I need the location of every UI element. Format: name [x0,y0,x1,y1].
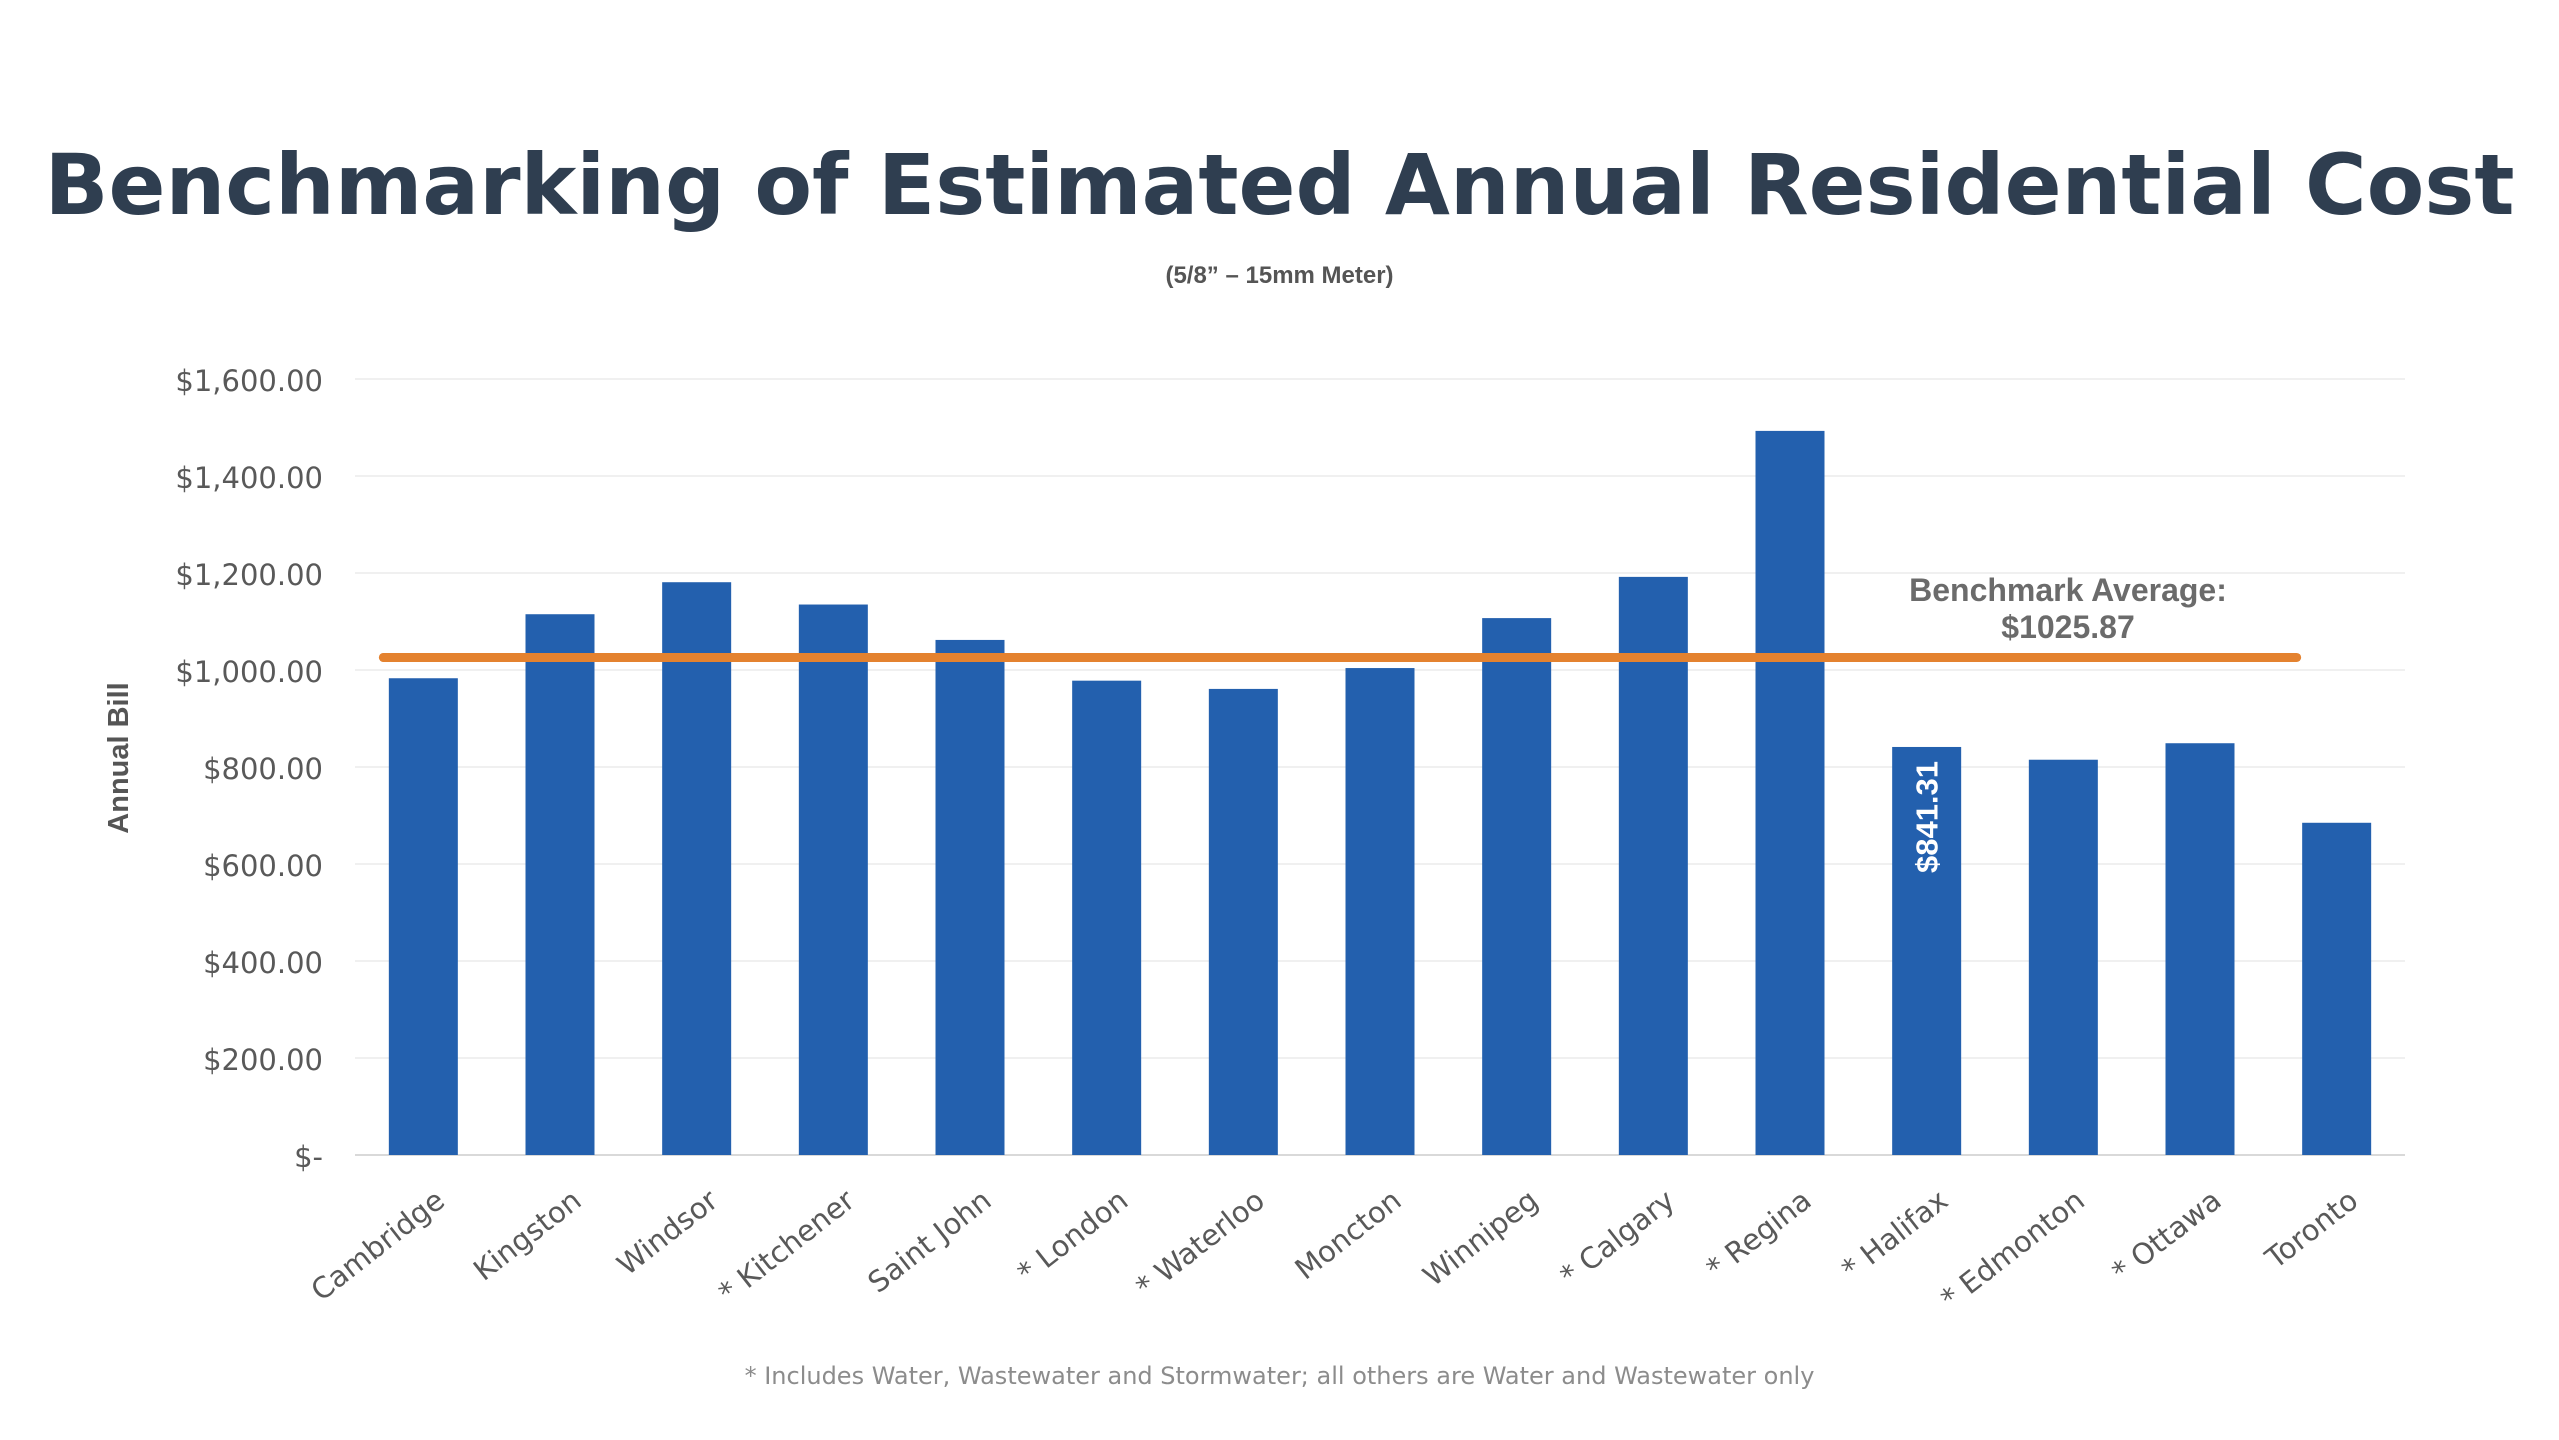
bar [798,604,868,1155]
x-tick-label: Cambridge [304,1183,450,1308]
x-tick-label: * Ottawa [2105,1183,2227,1289]
chart-subtitle: (5/8” – 15mm Meter) [1165,262,1394,289]
x-tick-label: Moncton [1288,1183,1407,1286]
bar [1345,668,1415,1155]
y-axis-ticks: $- $200.00 $400.00 $600.00 $800.00 $1,000.00 $… [175,364,323,1174]
bar [2165,743,2235,1155]
x-tick-label: * Calgary [1554,1183,1681,1293]
y-tick-label: $1,400.00 [175,461,323,495]
bar-data-label: $841.31 [1910,761,1945,873]
x-tick-label: * Waterloo [1129,1183,1270,1304]
x-tick-label: * Regina [1700,1183,1818,1286]
bars [388,430,2372,1155]
bar [2302,822,2372,1155]
y-tick-label: $400.00 [203,946,323,980]
benchmark-average-line-group: Benchmark Average:$1025.87 [378,572,2302,662]
bar [1618,576,1688,1155]
x-tick-label: Kingston [467,1183,588,1288]
y-tick-label: $200.00 [203,1043,323,1077]
y-axis-title: Annual Bill [103,682,135,833]
data-labels: $841.31 [1910,761,1945,873]
benchmark-average-label: Benchmark Average: [1909,572,2227,608]
bar [2028,759,2098,1155]
bar [1755,430,1825,1155]
benchmark-average-value: $1025.87 [2001,609,2134,645]
x-tick-label: * Kitchener [712,1183,861,1310]
bar [388,678,458,1155]
bar [1892,746,1962,1155]
x-tick-label: * Halifax [1835,1183,1954,1286]
bar [1482,618,1552,1155]
y-tick-label: $- [294,1140,323,1174]
x-tick-label: * London [1011,1183,1134,1290]
x-axis-ticks: Cambridge Kingston Windsor* Kitchener Saint… [304,1183,2364,1316]
footnote: * Includes Water, Wastewater and Stormwa… [744,1362,1815,1390]
x-tick-label: Winnipeg [1417,1183,1545,1293]
bar [1072,680,1142,1155]
chart-title: Benchmarking of Estimated Annual Residen… [44,136,2515,234]
bar [935,639,1005,1155]
y-tick-label: $1,200.00 [175,558,323,592]
x-tick-label: * Edmonton [1934,1183,2091,1316]
bar [525,614,595,1155]
y-tick-label: $1,000.00 [175,655,323,689]
y-tick-label: $600.00 [203,849,323,883]
x-tick-label: Toronto [2258,1183,2364,1276]
y-tick-label: $1,600.00 [175,364,323,398]
x-tick-label: Saint John [861,1183,997,1300]
y-tick-label: $800.00 [203,752,323,786]
bar [1208,688,1278,1155]
bar [662,582,732,1155]
x-tick-label: Windsor [611,1183,725,1282]
